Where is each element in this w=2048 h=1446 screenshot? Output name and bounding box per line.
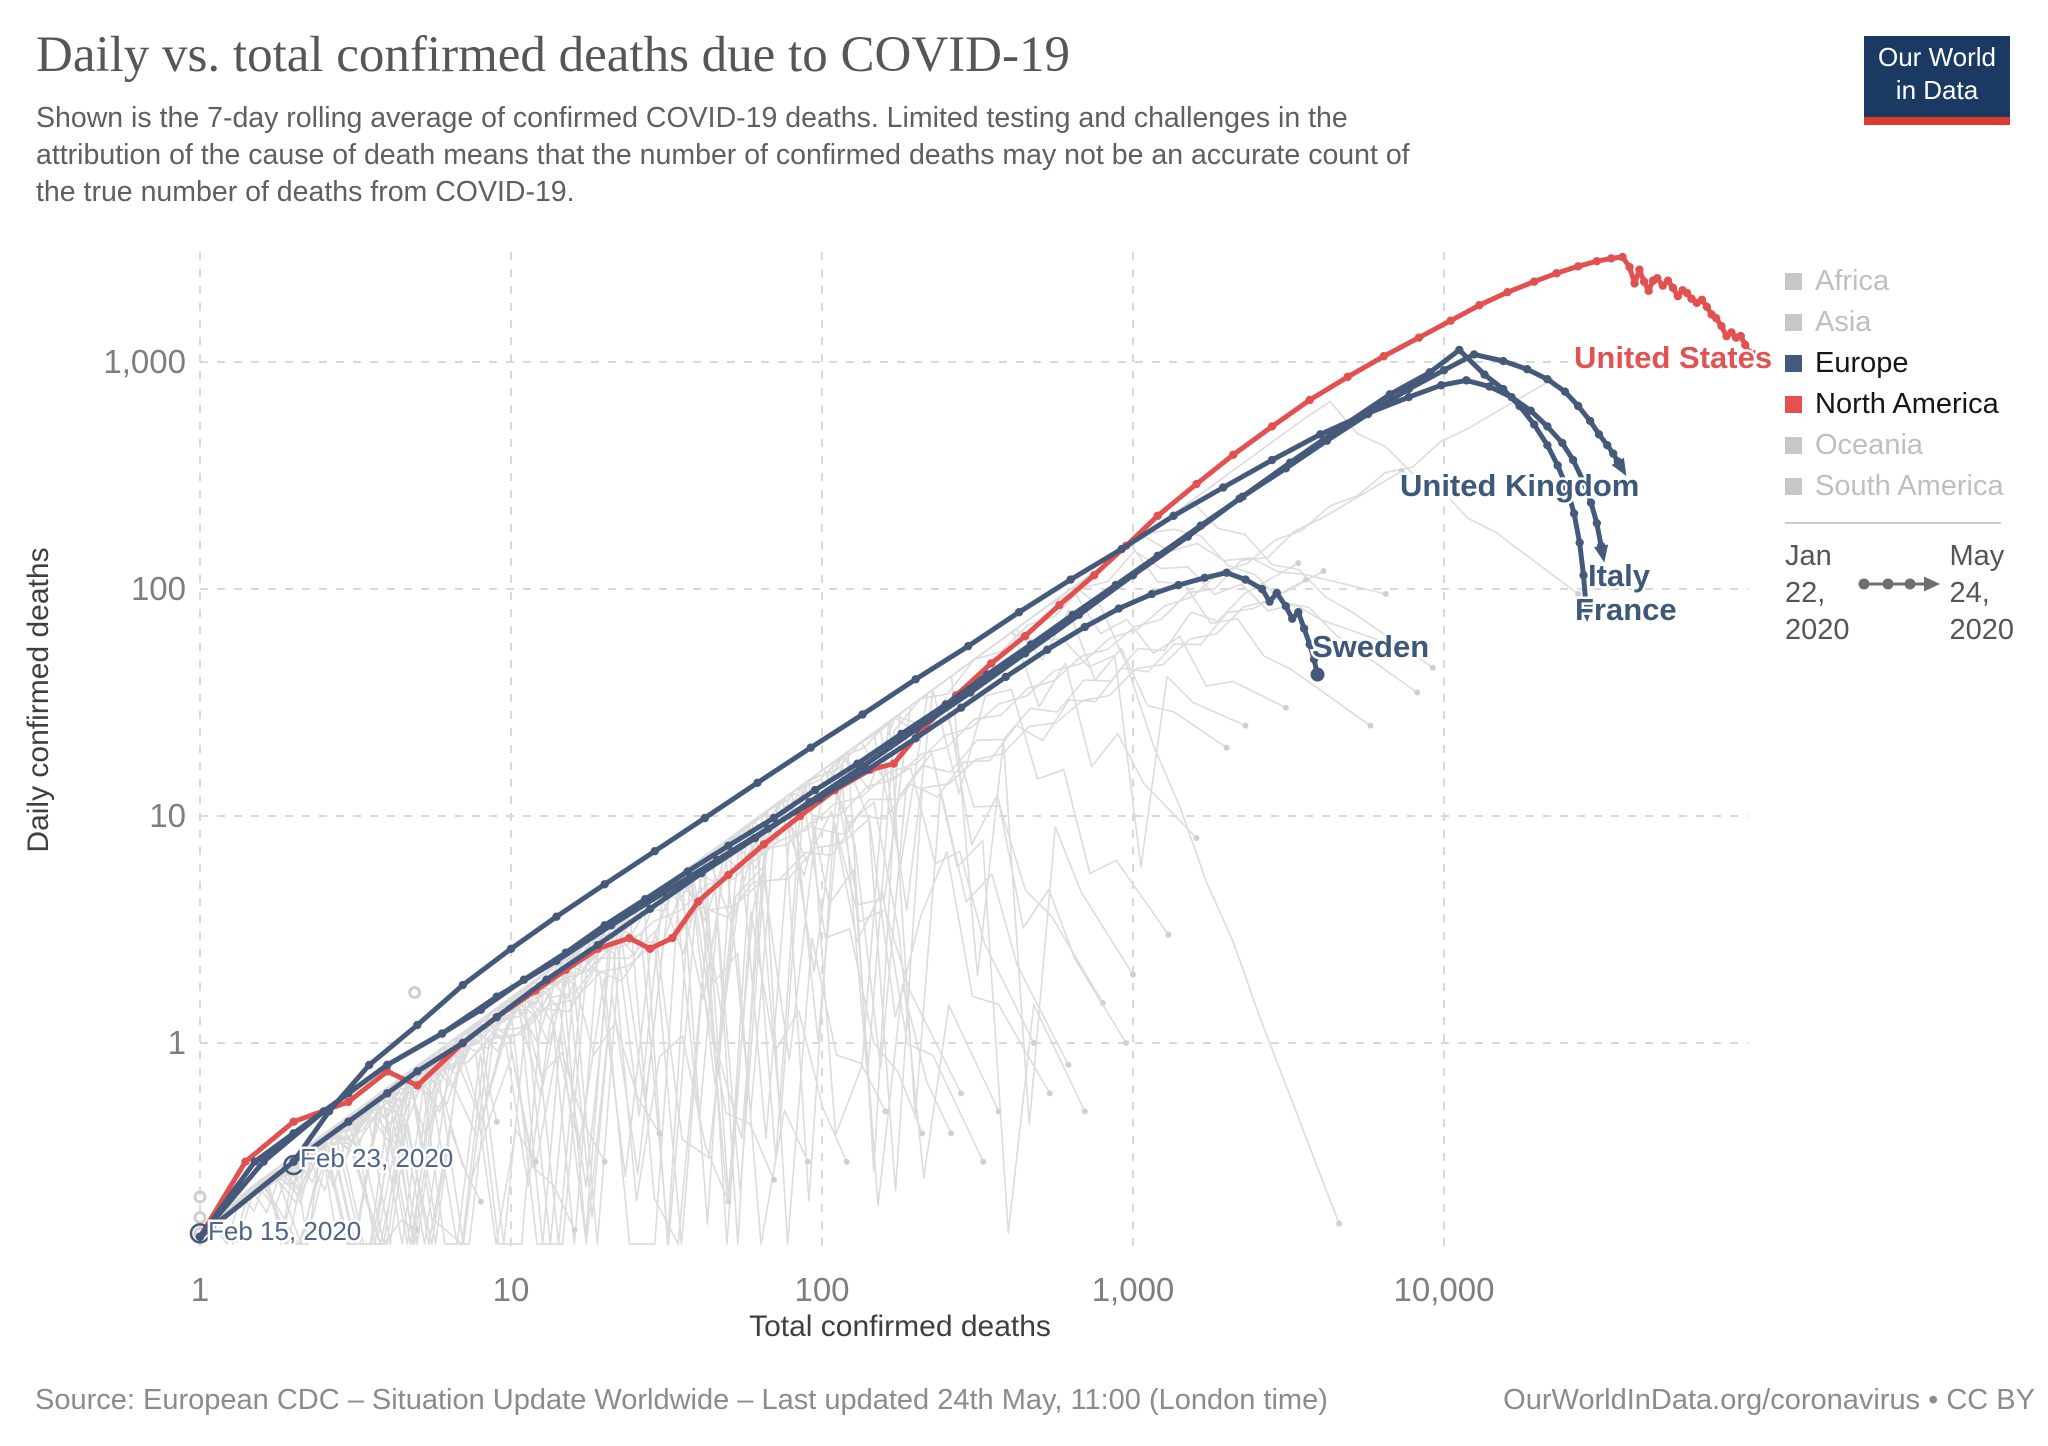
background-country-lines <box>193 377 1582 1245</box>
background-line <box>199 535 1386 1245</box>
legend-item-africa[interactable]: Africa <box>1785 261 2043 302</box>
source-note: Source: European CDC – Situation Update … <box>35 1384 1328 1416</box>
background-line <box>199 1053 576 1245</box>
series-label-france: France <box>1575 592 1677 627</box>
background-line <box>199 578 1307 1245</box>
series-italy[interactable]: Italy <box>195 376 1653 1242</box>
owid-logo-line1: Our World <box>1878 42 1996 72</box>
page-title: Daily vs. total confirmed deaths due to … <box>36 27 1070 83</box>
legend-item-oceania[interactable]: Oceania <box>1785 425 2043 466</box>
continent-legend: Africa Asia Europe North America Oceania Sout… <box>1785 261 2043 507</box>
legend-label: Oceania <box>1815 429 1924 461</box>
series-france[interactable]: France <box>195 345 1679 1242</box>
legend-swatch <box>1785 396 1802 413</box>
background-line <box>199 1114 418 1245</box>
series-label-united-states: United States <box>1574 340 1772 375</box>
background-dot <box>408 985 422 999</box>
legend-label: Africa <box>1815 265 1890 297</box>
series-label-italy: Italy <box>1588 558 1651 593</box>
legend-item-north-america[interactable]: North America <box>1785 384 2043 425</box>
background-line <box>199 753 1051 1245</box>
x-tick-label: 1 <box>191 1271 209 1308</box>
y-axis-title: Daily confirmed deaths <box>22 547 55 852</box>
start-date: Jan 22, 2020 <box>1785 540 1850 646</box>
chart-subtitle: Shown is the 7-day rolling average of co… <box>36 102 1410 208</box>
legend-swatch <box>1785 273 1802 290</box>
y-tick-label: 10 <box>149 797 186 834</box>
x-axis-title: Total confirmed deaths <box>749 1310 1051 1343</box>
credit-link[interactable]: OurWorldInData.org/coronavirus • CC BY <box>1503 1384 2035 1416</box>
legend-label: Europe <box>1815 347 1909 379</box>
x-tick-label: 10,000 <box>1394 1271 1495 1308</box>
legend-label: Asia <box>1815 306 1872 338</box>
date-annotations: Feb 23, 2020 Feb 15, 2020 <box>189 1141 456 1249</box>
x-tick-label: 10 <box>493 1271 530 1308</box>
series-united-kingdom[interactable]: United Kingdom <box>195 350 1642 1242</box>
legend-label: North America <box>1815 388 1999 420</box>
background-line <box>414 1020 498 1122</box>
date-range-control[interactable]: Jan 22, 2020 May 24, 2020 <box>1785 538 2041 649</box>
annotation-label: Feb 15, 2020 <box>208 1216 361 1246</box>
background-line <box>199 969 661 1245</box>
legend-swatch <box>1785 478 1802 495</box>
owid-logo-line2: in Data <box>1895 75 1979 105</box>
legend-swatch <box>1785 314 1802 331</box>
x-tick-label: 100 <box>794 1271 849 1308</box>
x-tick-label: 1,000 <box>1092 1271 1175 1308</box>
background-dot <box>193 1211 207 1225</box>
series-label-sweden: Sweden <box>1312 629 1429 664</box>
legend-item-south-america[interactable]: South America <box>1785 466 2043 507</box>
legend-item-europe[interactable]: Europe <box>1785 343 2043 384</box>
legend-swatch <box>1785 437 1802 454</box>
background-line <box>199 1142 349 1245</box>
series-label-united-kingdom: United Kingdom <box>1400 468 1639 503</box>
background-line <box>293 752 1086 1234</box>
annotation-label: Feb 23, 2020 <box>300 1143 453 1173</box>
background-dot <box>193 1190 207 1204</box>
legend-divider <box>1785 522 2001 524</box>
timeline-glyph-icon <box>1858 576 1940 592</box>
owid-logo[interactable]: Our World in Data <box>1864 36 2010 125</box>
y-tick-label: 1,000 <box>103 343 186 380</box>
legend-label: South America <box>1815 470 2004 502</box>
legend-swatch <box>1785 355 1802 372</box>
background-line <box>199 550 1402 1238</box>
y-tick-label: 1 <box>168 1024 186 1061</box>
legend-item-asia[interactable]: Asia <box>1785 302 2043 343</box>
background-line <box>199 585 1340 1238</box>
end-date: May 24, 2020 <box>1949 540 2015 646</box>
y-tick-label: 100 <box>131 570 186 607</box>
background-line <box>199 990 606 1245</box>
background-line <box>199 590 1287 1238</box>
